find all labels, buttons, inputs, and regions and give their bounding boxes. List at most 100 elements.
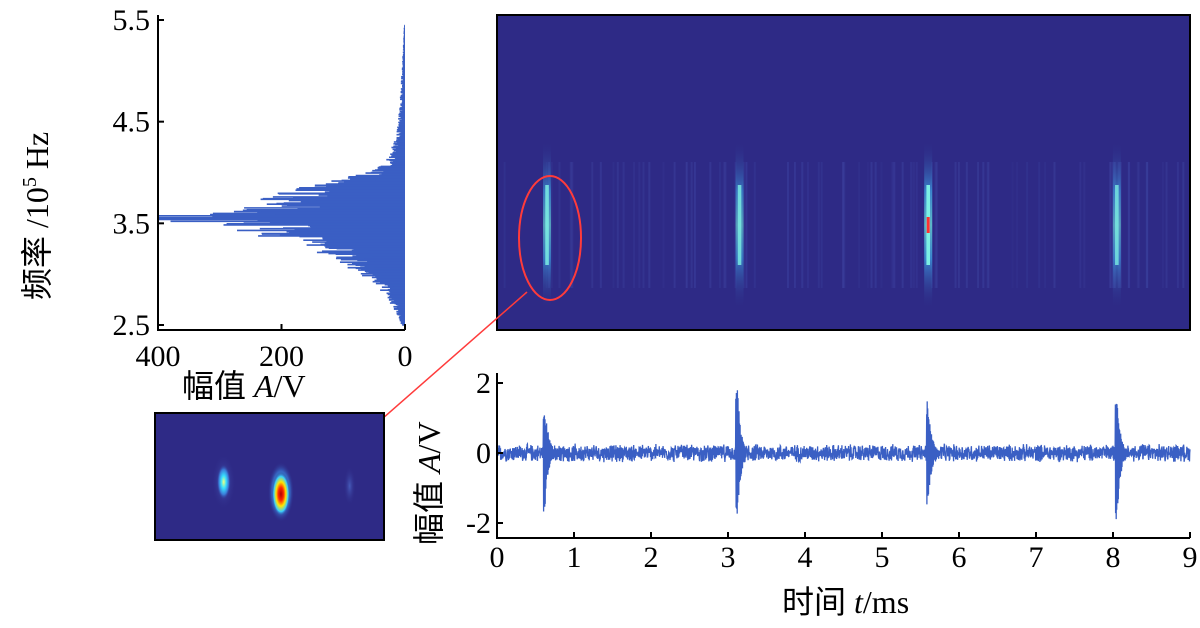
highlight-ellipse [518,175,582,301]
spectrogram-streak [503,162,506,288]
spectrogram-streak [801,162,804,288]
x-tick-label: 3 [721,541,736,574]
spectrogram-streak [1128,162,1131,288]
spectrogram-streak [622,162,625,288]
spectrogram-streak [843,162,846,288]
burst-core [1115,185,1119,265]
spectrogram-streak [745,162,748,288]
profile-amplitude-axis-label: 幅值 A/V [182,368,306,404]
spectrogram-streak [935,162,938,288]
spectrogram-streak [1109,162,1112,288]
spectrogram-streak [1136,162,1139,288]
spectrogram-streak [709,162,712,288]
spectrogram-streak [817,162,820,288]
x-tick-label: 200 [259,340,304,373]
spectrogram-streak [977,162,980,288]
spectrogram-streak [870,162,873,288]
zoom-inset-panel [154,412,385,541]
spectrogram-bursts [503,140,1185,310]
spectrogram-streak [806,162,809,288]
spectrogram-streak [591,162,594,288]
x-tick-label: 8 [1106,541,1121,574]
spectrogram-streak [1182,162,1185,288]
spectrogram-streak [820,162,823,288]
x-tick-label: 2 [644,541,659,574]
spectrogram-streak [1079,162,1082,288]
spectrogram-streak [954,162,957,288]
spectrogram-streak [724,162,727,288]
y-tick-label: 2.5 [113,309,151,342]
y-tick-label: 0 [476,437,491,470]
x-tick-label: 400 [136,340,181,373]
spectrogram-streak [982,162,985,288]
frequency-profile-panel: 5.5 4.5 3.5 2.5 400 200 0 频率 /105 Hz 幅值 A/V [19,4,413,404]
spectrogram-streak [616,162,619,288]
spectrogram-streak [909,162,912,288]
spectrogram-streak [911,162,914,288]
y-tick-label: 3.5 [113,207,151,240]
time-signal-x-ticks: 0 1 2 3 4 5 6 7 8 9 [490,532,1198,574]
spectrogram-streak [550,162,553,288]
spectrogram-streak [800,162,803,288]
spectrogram-streak [880,162,883,288]
spectrogram-streak [1145,162,1148,288]
spectrogram-streak [662,162,665,288]
frequency-axis-label: 频率 /105 Hz [19,132,55,300]
spectrogram-streak [718,162,721,288]
spectrogram-streak [1111,162,1114,288]
spectrogram-streak [1146,162,1149,288]
spectrogram-streak [793,162,796,288]
x-tick-label: 4 [798,541,813,574]
spectrogram-streak [1083,162,1086,288]
x-tick-label: 5 [875,541,890,574]
spectrogram-streak [841,162,844,288]
spectrogram-streak [685,162,688,288]
frequency-profile-x-ticks: 400 200 0 [136,324,413,373]
spectrogram-streak [569,162,572,288]
spectrogram-streak [866,162,869,288]
spectrogram-streak [913,162,916,288]
inset-blob-warm [216,464,231,500]
spectrogram-streak [753,162,756,288]
spectrogram-streak [986,162,989,288]
spectrogram-streak [558,162,561,288]
spectrogram-streak [723,162,726,288]
spectrogram-streak [893,162,896,288]
spectrogram-streak [858,162,861,288]
spectrogram-streak [1079,162,1082,288]
frequency-profile-bars [158,24,405,326]
spectrogram-streak [1165,162,1168,288]
spectrogram-streak [1053,162,1056,288]
signal-trace [496,390,1191,520]
x-tick-label: 6 [952,541,967,574]
spectrogram-streak [1044,162,1047,288]
spectrogram-streak [1137,162,1140,288]
spectrogram-streak [786,162,789,288]
spectrogram-streak [915,162,918,288]
x-tick-label: 9 [1183,541,1198,574]
spectrogram-streak [957,162,960,288]
spectrogram-streak [1038,162,1041,288]
spectrogram-streak [693,162,696,288]
spectrogram-streak [934,162,937,288]
spectrogram-streak [901,162,904,288]
spectrogram-streak [633,162,636,288]
time-signal-y-ticks: 2 0 -2 [466,367,503,540]
spectrogram-streak [1137,162,1140,288]
time-axis-label: 时间 t/ms [782,584,909,620]
spectrogram-streak [1026,162,1029,288]
spectrogram-streak [571,162,574,288]
spectrogram-streak [891,162,894,288]
y-tick-label: 2 [476,367,491,400]
spectrogram-streak [685,162,688,288]
spectrogram-streak [734,162,737,288]
x-tick-label: 1 [567,541,582,574]
inset-blob-hot [271,472,290,516]
x-tick-label: 7 [1029,541,1044,574]
spectrogram-streak [642,162,645,288]
spectrogram-background [496,14,1191,331]
y-tick-label: 5.5 [113,4,151,37]
spectrogram-streak [638,162,641,288]
spectrogram-panel [496,14,1191,331]
